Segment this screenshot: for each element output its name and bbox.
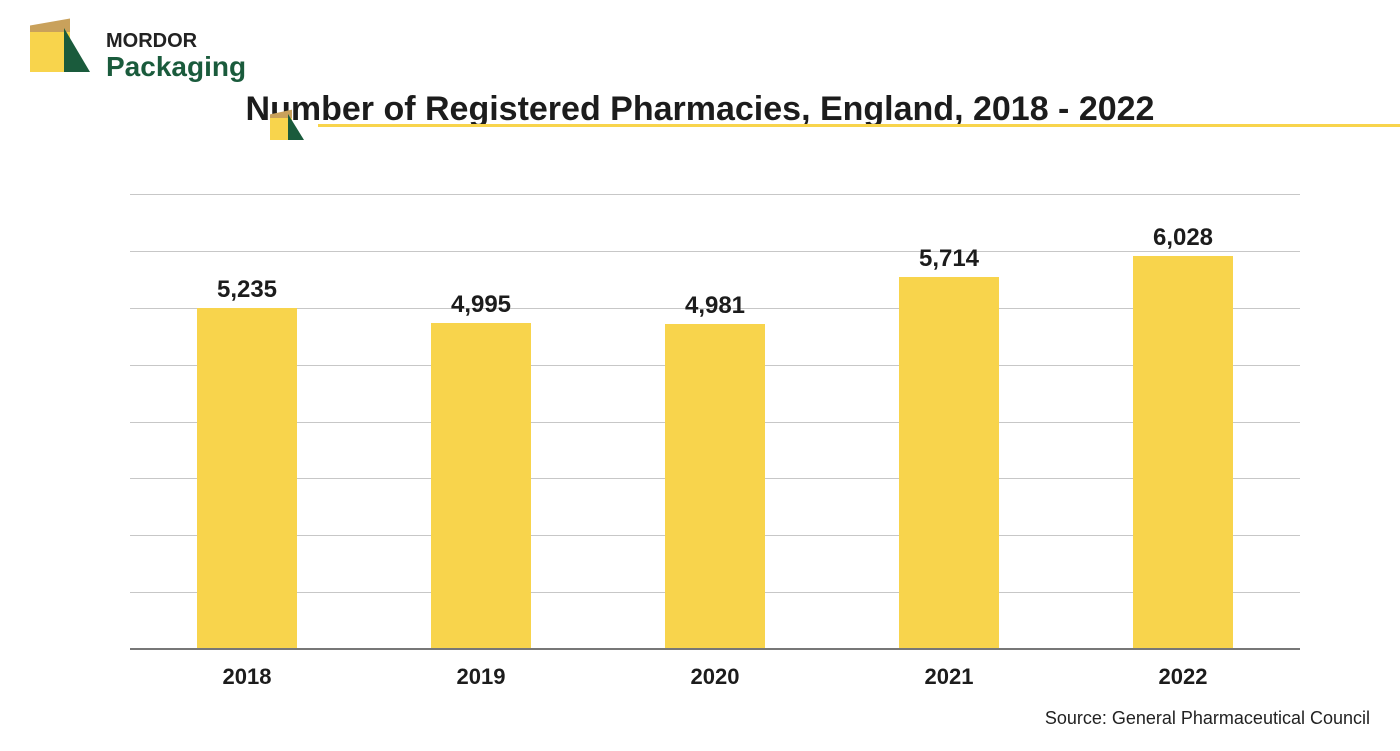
logo-line2: Packaging [106,52,246,83]
category-label: 2019 [381,664,581,690]
category-label: 2022 [1083,664,1283,690]
title-divider [270,110,1400,140]
category-label: 2018 [147,664,347,690]
bar-value-label: 5,235 [147,276,347,304]
category-label: 2020 [615,664,815,690]
logo-line1: MORDOR [106,30,246,52]
grid-line [130,194,1300,195]
bar-value-label: 6,028 [1083,224,1283,252]
divider-line [318,124,1400,127]
bar-value-label: 5,714 [849,245,1049,273]
category-label: 2021 [849,664,1049,690]
bar [665,324,765,650]
bar [1133,256,1233,650]
bar-chart: 5,23520184,99520194,98120205,71420216,02… [130,195,1300,650]
logo-text: MORDOR Packaging [106,30,246,83]
bar [899,277,999,650]
divider-triangle-icon [288,114,304,140]
logo-triangle-icon [64,28,90,72]
bar [431,323,531,650]
source-citation: Source: General Pharmaceutical Council [1045,708,1370,729]
bar-value-label: 4,981 [615,292,815,320]
bar [197,308,297,650]
bar-value-label: 4,995 [381,291,581,319]
